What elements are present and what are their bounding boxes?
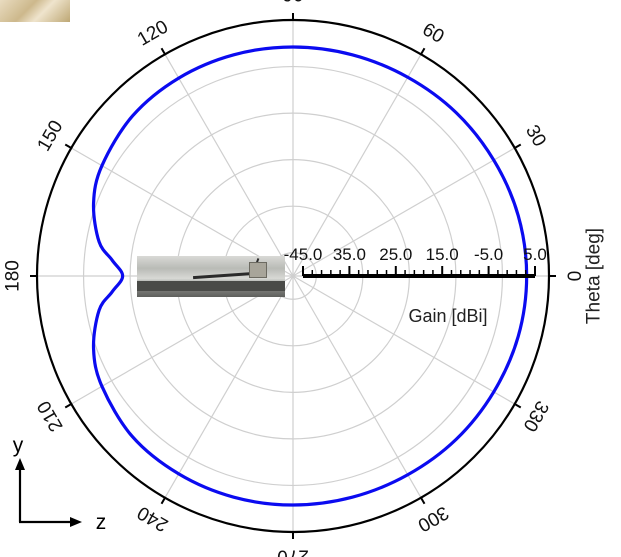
series-point <box>122 275 124 277</box>
series-point <box>111 259 113 261</box>
series-point <box>455 438 457 440</box>
series-point <box>101 386 103 388</box>
radial-axis: -45.0 35.0 25.0 15.0 -5.0 5.0 Gain [dBi] <box>284 245 547 326</box>
theta-tick-mark <box>160 496 167 505</box>
theta-tick-mark <box>419 496 426 505</box>
series-point <box>132 436 134 438</box>
theta-tick-label: 150 <box>33 117 67 155</box>
theta-tick-label: 330 <box>518 397 552 435</box>
grid-spoke <box>70 275 294 405</box>
polar-grid <box>37 20 549 532</box>
series-point <box>407 76 409 78</box>
radial-axis-title: Gain [dBi] <box>408 306 487 326</box>
theta-tick-label: 0 <box>563 271 584 282</box>
series-point <box>233 496 235 498</box>
series-point <box>93 203 95 205</box>
series-point <box>111 291 113 293</box>
theta-tick-mark <box>160 47 167 56</box>
series-point <box>132 115 134 117</box>
series-point <box>292 46 294 48</box>
grid-spoke <box>292 275 422 499</box>
series-point <box>517 336 519 338</box>
radial-tick-label: 25.0 <box>379 245 412 264</box>
theta-tick-label: 270 <box>277 546 309 557</box>
series-point <box>98 241 100 243</box>
series-point <box>93 348 95 350</box>
theta-ticks <box>30 13 556 539</box>
theta-tick-label: 30 <box>521 122 550 151</box>
series-point <box>493 159 495 161</box>
theta-tick-label: 120 <box>134 16 172 50</box>
theta-tick-mark <box>513 143 522 150</box>
theta-tick-mark <box>64 143 73 150</box>
theta-tick-labels: 0 30 60 90 120 150 180 210 240 270 300 330 Theta [de… <box>3 0 605 557</box>
corner-photo-fragment <box>0 0 70 22</box>
series-point <box>178 473 180 475</box>
gain-pattern <box>91 45 529 507</box>
theta-tick-label: 60 <box>419 19 448 48</box>
series-point <box>351 54 353 56</box>
theta-tick-mark <box>64 402 73 409</box>
radial-tick-label: -45.0 <box>284 245 323 264</box>
grid-spoke <box>70 147 294 277</box>
y-arrow-head-icon <box>15 458 25 470</box>
y-axis-label: y <box>13 434 24 457</box>
coordinate-axes-indicator: yz <box>13 434 107 534</box>
z-axis-label: z <box>96 511 107 534</box>
series-point <box>292 504 294 506</box>
series-point <box>455 112 457 114</box>
series-line <box>91 45 529 507</box>
theta-tick-label: 90 <box>282 0 303 7</box>
grid-spoke <box>292 147 516 277</box>
series-point <box>98 309 100 311</box>
theta-tick-label: 300 <box>414 501 452 535</box>
grid-spoke <box>164 275 294 499</box>
grid-spoke <box>292 275 516 405</box>
series-point <box>493 391 495 393</box>
theta-tick-mark <box>513 402 522 409</box>
series-point <box>517 215 519 217</box>
radial-tick-label: -5.0 <box>474 245 503 264</box>
antenna-pcb-photo <box>137 256 285 297</box>
grid-spoke <box>164 53 294 277</box>
theta-tick-label: 180 <box>3 260 24 292</box>
z-arrow-head-icon <box>70 517 82 527</box>
grid-spoke <box>292 53 422 277</box>
theta-tick-label: 210 <box>33 397 67 435</box>
series-point <box>178 77 180 79</box>
theta-tick-mark <box>419 47 426 56</box>
theta-axis-title: Theta [deg] <box>584 228 605 324</box>
series-point <box>407 474 409 476</box>
radial-tick-label: 35.0 <box>333 245 366 264</box>
series-point <box>233 54 235 56</box>
radial-tick-label: 15.0 <box>426 245 459 264</box>
theta-tick-label: 240 <box>134 501 172 535</box>
series-point <box>101 165 103 167</box>
radial-tick-label: 5.0 <box>523 245 547 264</box>
series-point <box>351 496 353 498</box>
